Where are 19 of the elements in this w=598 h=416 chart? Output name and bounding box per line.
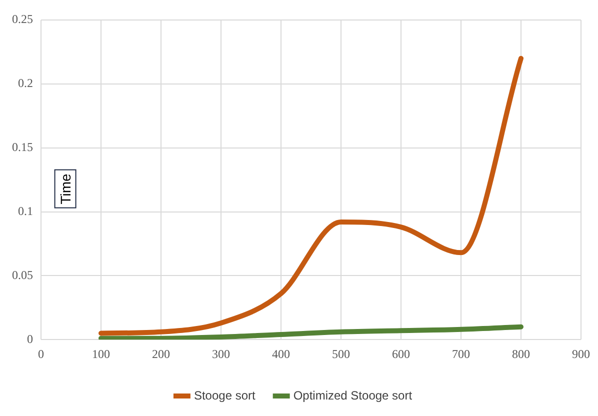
y-tick-label: 0.15: [12, 140, 33, 154]
x-tick-label: 200: [152, 346, 170, 361]
legend-label: Optimized Stooge sort: [293, 388, 413, 402]
x-tick-label: 700: [452, 346, 470, 361]
x-tick-label: 400: [272, 346, 290, 361]
x-tick-label: 100: [92, 346, 110, 361]
y-tick-label: 0: [27, 332, 33, 346]
y-tick-label: 0.1: [18, 204, 33, 218]
legend-label: Stooge sort: [194, 388, 256, 402]
x-tick-label: 300: [212, 346, 230, 361]
x-tick-label: 600: [392, 346, 410, 361]
x-tick-label: 500: [332, 346, 350, 361]
x-tick-label: 900: [572, 346, 590, 361]
y-tick-label: 0.05: [12, 268, 33, 282]
y-axis-title: Time: [54, 170, 76, 208]
y-tick-label: 0.25: [12, 12, 33, 26]
x-tick-label: 800: [512, 346, 530, 361]
y-tick-label: 0.2: [18, 76, 33, 90]
x-tick-label: 0: [38, 346, 44, 361]
